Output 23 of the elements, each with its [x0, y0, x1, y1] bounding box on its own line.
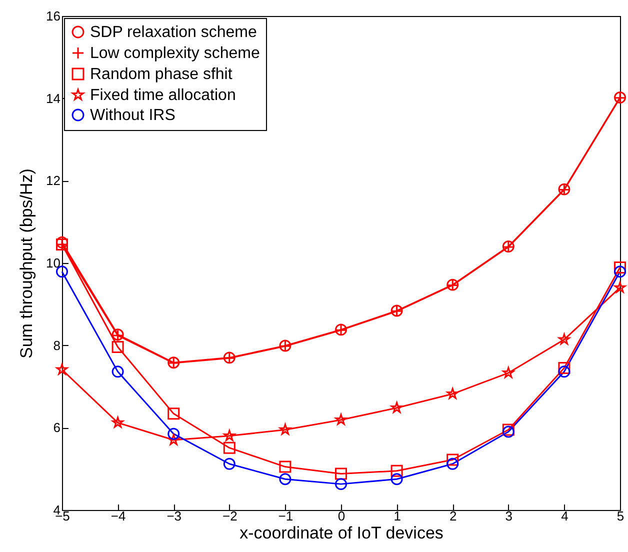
legend-label: Random phase sfhit — [90, 66, 233, 83]
x-tick-label: 5 — [616, 508, 624, 524]
y-axis-title: Sum throughput (bps/Hz) — [17, 168, 36, 358]
x-tick-label: 2 — [449, 508, 457, 524]
legend-label: Low complexity scheme — [90, 45, 260, 62]
legend-label: SDP relaxation scheme — [90, 24, 257, 41]
x-tick-label: 3 — [505, 508, 513, 524]
y-tick-label: 12 — [46, 173, 60, 188]
legend-label: Without IRS — [90, 107, 176, 124]
x-tick-label: −2 — [222, 508, 238, 524]
y-tick-label: 14 — [46, 90, 60, 106]
x-tick-label: 4 — [561, 508, 568, 524]
y-tick-label: 16 — [46, 8, 60, 24]
y-tick-label: 6 — [53, 420, 60, 436]
x-tick-label: −1 — [278, 508, 294, 524]
legend-label: Fixed time allocation — [90, 87, 236, 104]
x-axis-title: x-coordinate of IoT devices — [240, 524, 444, 542]
x-tick-label: 1 — [394, 508, 401, 524]
x-tick-label: 0 — [338, 508, 346, 524]
x-tick-label: −4 — [110, 508, 126, 524]
y-tick-label: 10 — [46, 256, 60, 270]
x-tick-label: −3 — [166, 508, 182, 524]
y-tick-label: 8 — [53, 338, 60, 353]
